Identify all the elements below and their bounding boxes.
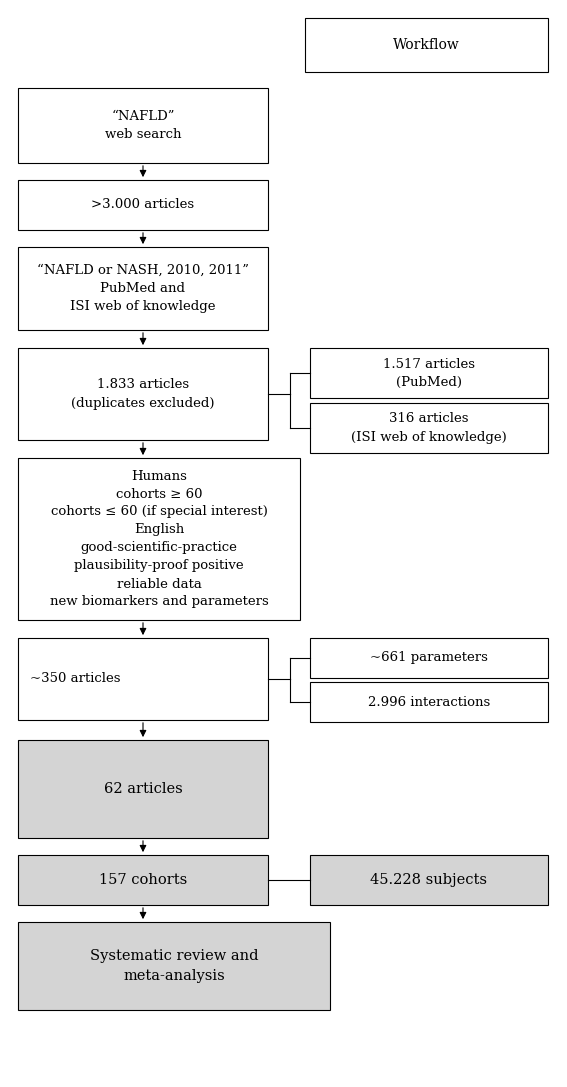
Text: >3.000 articles: >3.000 articles xyxy=(91,199,194,212)
Bar xyxy=(18,348,268,440)
Bar xyxy=(18,458,300,620)
Bar xyxy=(18,855,268,905)
Bar xyxy=(310,682,548,722)
Bar xyxy=(18,180,268,230)
Text: Workflow: Workflow xyxy=(393,38,460,52)
Bar xyxy=(18,638,268,720)
Bar xyxy=(310,855,548,905)
Text: “NAFLD or NASH, 2010, 2011”
PubMed and
ISI web of knowledge: “NAFLD or NASH, 2010, 2011” PubMed and I… xyxy=(37,264,249,313)
Bar xyxy=(310,348,548,398)
Text: 1.517 articles
(PubMed): 1.517 articles (PubMed) xyxy=(383,358,475,388)
Text: Systematic review and
meta-analysis: Systematic review and meta-analysis xyxy=(90,949,258,983)
Text: ~350 articles: ~350 articles xyxy=(30,673,121,686)
Text: 62 articles: 62 articles xyxy=(104,782,183,796)
Bar xyxy=(18,247,268,330)
Text: 157 cohorts: 157 cohorts xyxy=(99,873,187,887)
Text: 2.996 interactions: 2.996 interactions xyxy=(368,696,490,709)
Text: 316 articles
(ISI web of knowledge): 316 articles (ISI web of knowledge) xyxy=(351,412,507,443)
Text: 45.228 subjects: 45.228 subjects xyxy=(370,873,488,887)
Bar xyxy=(305,18,548,72)
Text: Humans
cohorts ≥ 60
cohorts ≤ 60 (if special interest)
English
good-scientific-p: Humans cohorts ≥ 60 cohorts ≤ 60 (if spe… xyxy=(50,470,268,609)
Text: ~661 parameters: ~661 parameters xyxy=(370,651,488,664)
Text: “NAFLD”
web search: “NAFLD” web search xyxy=(105,110,181,141)
Bar xyxy=(18,922,330,1010)
Bar xyxy=(310,638,548,678)
Bar xyxy=(18,88,268,163)
Bar xyxy=(310,403,548,453)
Bar xyxy=(18,740,268,838)
Text: 1.833 articles
(duplicates excluded): 1.833 articles (duplicates excluded) xyxy=(71,378,215,410)
